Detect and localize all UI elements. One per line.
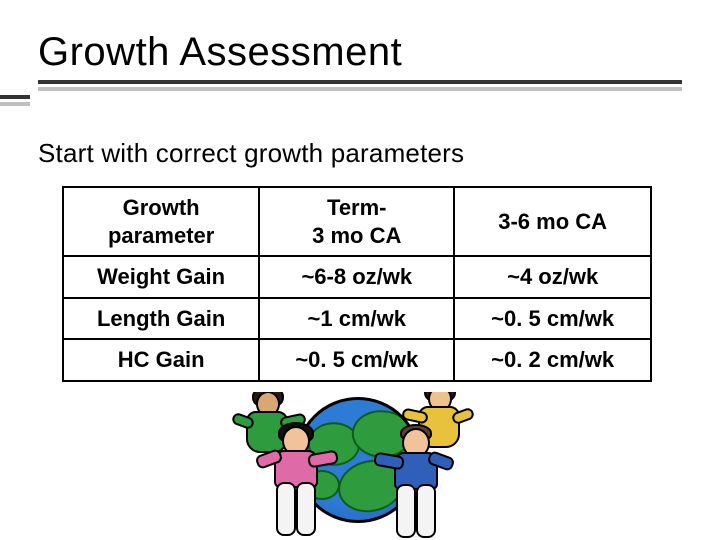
header-line: Growth [123,195,200,220]
slide-subtitle: Start with correct growth parameters [38,138,464,169]
header-line: 3-6 mo CA [498,209,607,234]
table-row: Weight Gain ~6-8 oz/wk ~4 oz/wk [63,256,651,298]
title-rule-light [38,87,682,91]
growth-parameters-table: Growth parameter Term- 3 mo CA 3-6 mo CA… [62,186,652,382]
cell-param: Weight Gain [63,256,259,298]
table-header-row: Growth parameter Term- 3 mo CA 3-6 mo CA [63,187,651,256]
cell-term3: ~1 cm/wk [259,298,454,340]
cell-param: HC Gain [63,339,259,381]
cell-mo36: ~4 oz/wk [454,256,651,298]
cell-param: Length Gain [63,298,259,340]
cell-mo36: ~0. 2 cm/wk [454,339,651,381]
accent-left [0,95,30,107]
cell-mo36: ~0. 5 cm/wk [454,298,651,340]
header-3-6mo: 3-6 mo CA [454,187,651,256]
header-line: 3 mo CA [312,223,401,248]
table-row: Length Gain ~1 cm/wk ~0. 5 cm/wk [63,298,651,340]
clipart-children-globe [200,392,500,540]
cell-term3: ~0. 5 cm/wk [259,339,454,381]
header-line: Term- [327,195,387,220]
table-row: HC Gain ~0. 5 cm/wk ~0. 2 cm/wk [63,339,651,381]
slide: Growth Assessment Start with correct gro… [0,0,720,540]
slide-title: Growth Assessment [38,30,682,80]
clipart-person-front-right [380,434,450,540]
cell-term3: ~6-8 oz/wk [259,256,454,298]
title-block: Growth Assessment [38,30,682,91]
header-line: parameter [108,223,214,248]
header-term-3mo: Term- 3 mo CA [259,187,454,256]
clipart-person-front-left [260,432,330,540]
header-growth-parameter: Growth parameter [63,187,259,256]
